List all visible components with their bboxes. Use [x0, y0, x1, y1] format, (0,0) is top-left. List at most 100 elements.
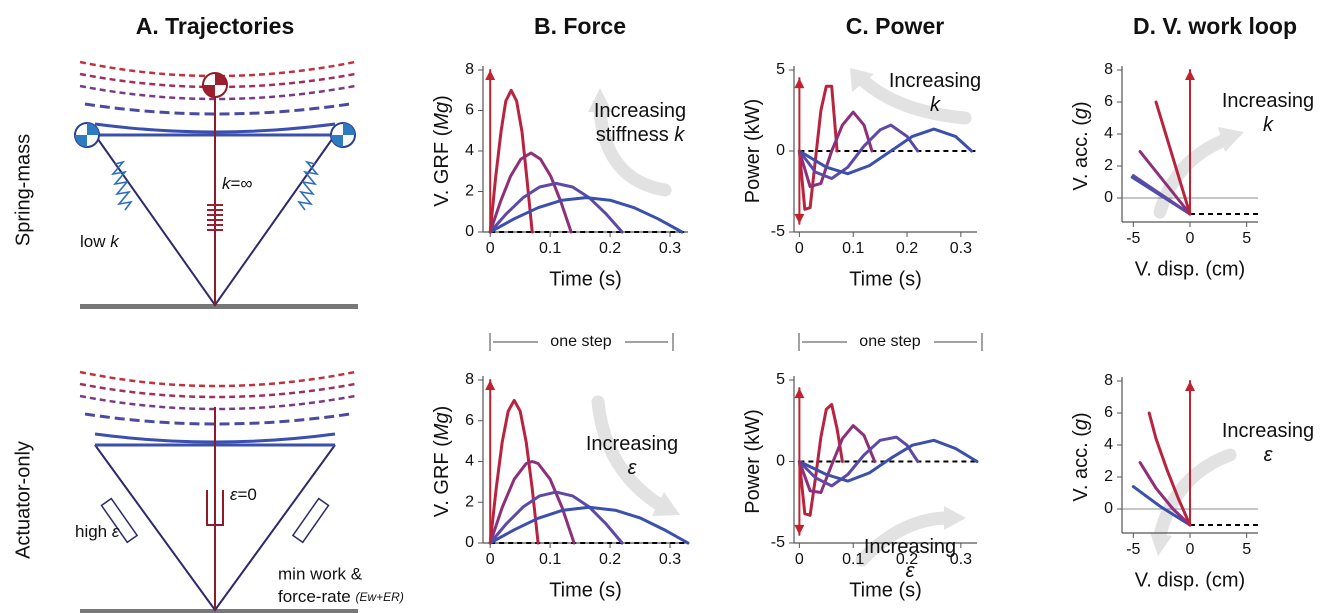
arrow-head [1185, 381, 1195, 391]
series-line [797, 438, 979, 483]
x-tick-label: 0 [486, 240, 495, 257]
text-piece: ) [1070, 101, 1092, 108]
x-tick-label: 0 [486, 551, 495, 568]
y-tick-label: 0 [1104, 189, 1113, 206]
series-line [1131, 485, 1192, 527]
trend-arrowhead [588, 68, 1244, 556]
x-tick-label: -5 [1126, 541, 1140, 558]
diagram-label: high ε [75, 522, 120, 541]
actuator [100, 497, 139, 544]
y-tick-label: 8 [465, 371, 474, 388]
annotation: Increasing [1222, 90, 1314, 112]
y-tick-label: 4 [465, 142, 474, 159]
series-line [488, 398, 540, 545]
y-tick-label: 8 [1104, 372, 1113, 389]
series-line [488, 196, 684, 234]
arrow-head [485, 70, 496, 80]
ground [80, 304, 358, 309]
text-piece: Increasing [1222, 90, 1314, 112]
text-piece: ) [431, 95, 453, 102]
arrow-head [1185, 70, 1195, 80]
x-tick-label: 0.3 [659, 551, 681, 568]
text-piece: Increasing [586, 433, 678, 455]
series-line [1131, 174, 1192, 216]
x-tick-label: 0.2 [896, 551, 918, 568]
y-tick-label: 0 [465, 534, 474, 551]
rigid-spring [207, 204, 223, 231]
text-piece: ) [431, 406, 453, 413]
annotation: k [1263, 114, 1274, 136]
diagram-bottom: high ε ε=0 min work & force-rate (Ew+ER) [75, 370, 404, 613]
series-line [797, 424, 877, 494]
step-marker [489, 333, 983, 351]
row-label: Spring-mass [12, 134, 34, 246]
series-line [1138, 150, 1192, 216]
annotation: ε [906, 560, 916, 582]
column-title: B. Force [534, 13, 626, 39]
text-piece: g [1070, 419, 1092, 430]
x-axis-label: V. disp. (cm) [1135, 258, 1245, 280]
arrow-head [794, 388, 805, 399]
x-tick-label: 0 [795, 551, 804, 568]
series-line [1147, 411, 1192, 527]
series-line [488, 151, 573, 234]
x-axis-label: V. disp. (cm) [1135, 569, 1245, 591]
y-tick-label: 0 [1104, 500, 1113, 517]
y-tick-label: 2 [1104, 157, 1113, 174]
text-piece: Mg [431, 412, 453, 440]
text-piece: ε [1264, 444, 1274, 466]
series-line [797, 110, 874, 189]
text-piece: ) [1070, 412, 1092, 419]
text-piece: stiffness [596, 124, 675, 146]
series-line [797, 435, 920, 488]
x-axis-label: Time (s) [849, 268, 922, 290]
x-tick-label: 0 [1186, 541, 1195, 558]
annotation: Increasing [594, 100, 686, 122]
y-axis-label: V. GRF (Mg) [431, 95, 453, 207]
trajectories [79, 370, 356, 444]
x-tick-label: 5 [1242, 230, 1251, 247]
x-tick-label: 0.3 [950, 551, 972, 568]
annotation: stiffness k [596, 124, 686, 146]
actuator [206, 490, 224, 526]
series-line [797, 403, 844, 517]
y-tick-label: 2 [465, 493, 474, 510]
diagram-label: k=∞ [222, 174, 253, 193]
x-tick-label: 0 [1186, 230, 1195, 247]
text-piece: k [930, 94, 941, 116]
text-piece: V. acc. ( [1070, 119, 1092, 191]
arrow-head [794, 524, 805, 535]
annotation: Increasing [864, 536, 956, 558]
x-tick-label: 5 [1242, 541, 1251, 558]
y-tick-label: 2 [1104, 468, 1113, 485]
y-tick-label: 0 [776, 142, 785, 159]
y-tick-label: 8 [1104, 61, 1113, 78]
text-piece: Increasing [594, 100, 686, 122]
row-label: Actuator-only [12, 441, 34, 559]
text-piece: V. acc. ( [1070, 430, 1092, 502]
x-tick-label: 0.3 [950, 240, 972, 257]
y-tick-label: 4 [465, 453, 474, 470]
annotation: ε [628, 457, 638, 479]
y-axis-label: V. acc. (g) [1070, 101, 1092, 190]
annotation: Increasing [1222, 420, 1314, 442]
text-piece: Mg [431, 102, 453, 130]
y-tick-label: 8 [465, 61, 474, 78]
y-axis-label: Power (kW) [742, 409, 764, 513]
y-axis-label: V. GRF (Mg) [431, 406, 453, 518]
x-tick-label: 0.1 [539, 240, 561, 257]
mass [330, 122, 356, 148]
y-tick-label: 2 [465, 183, 474, 200]
ground [80, 609, 358, 613]
column-title: D. V. work loop [1133, 13, 1297, 39]
text-piece: Power (kW) [742, 99, 764, 203]
series-line [488, 490, 624, 545]
annotation: Increasing [586, 433, 678, 455]
series-line [797, 123, 920, 180]
text-piece: g [1070, 108, 1092, 119]
text-piece: V. GRF ( [431, 440, 453, 517]
text-piece: k [1263, 114, 1274, 136]
y-tick-label: -5 [771, 534, 785, 551]
y-tick-label: 4 [1104, 125, 1113, 142]
text-piece: Increasing [1222, 420, 1314, 442]
